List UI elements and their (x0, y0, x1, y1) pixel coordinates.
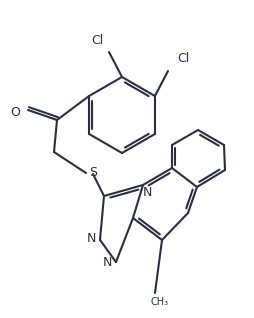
Text: N: N (102, 257, 112, 269)
Text: O: O (10, 106, 20, 119)
Text: N: N (86, 232, 96, 245)
Text: Cl: Cl (177, 52, 189, 66)
Text: N: N (142, 185, 152, 198)
Text: S: S (89, 167, 97, 179)
Text: CH₃: CH₃ (151, 297, 169, 307)
Text: Cl: Cl (91, 33, 103, 46)
